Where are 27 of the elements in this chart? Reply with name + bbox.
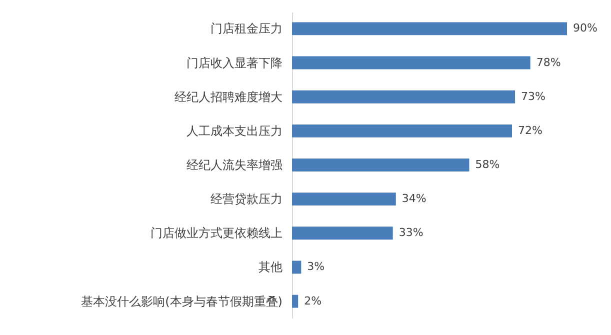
data-label: 2%	[304, 294, 322, 308]
y-tick-label: 门店收入显著下降	[186, 56, 282, 70]
bar	[292, 294, 298, 308]
y-tick-label: 其他	[258, 260, 282, 274]
data-label: 58%	[475, 158, 500, 171]
data-label: 73%	[521, 90, 546, 103]
y-tick-label: 门店做业方式更依赖线上	[150, 226, 282, 240]
bar	[292, 260, 302, 274]
data-label: 34%	[402, 192, 426, 206]
data-label: 33%	[398, 226, 424, 240]
y-tick-label: 经纪人流失率增强	[186, 158, 282, 172]
y-tick-label: 经纪人招聘难度增大	[174, 90, 282, 104]
bar	[292, 226, 393, 240]
y-tick-label: 基本没什么影响(本身与春节假期重叠)	[81, 294, 282, 308]
bar	[292, 158, 470, 172]
y-tick-label: 人工成本支出压力	[186, 124, 282, 138]
y-tick-label: 门店租金压力	[210, 22, 282, 36]
data-label: 3%	[307, 260, 325, 274]
y-tick-label: 经营贷款压力	[210, 192, 282, 206]
data-label: 72%	[518, 124, 542, 137]
data-label: 90%	[573, 22, 598, 35]
data-label: 78%	[536, 56, 561, 69]
bar	[292, 22, 567, 36]
bar	[292, 192, 396, 206]
bar	[292, 90, 516, 104]
bar	[292, 56, 530, 70]
bar	[292, 124, 512, 138]
